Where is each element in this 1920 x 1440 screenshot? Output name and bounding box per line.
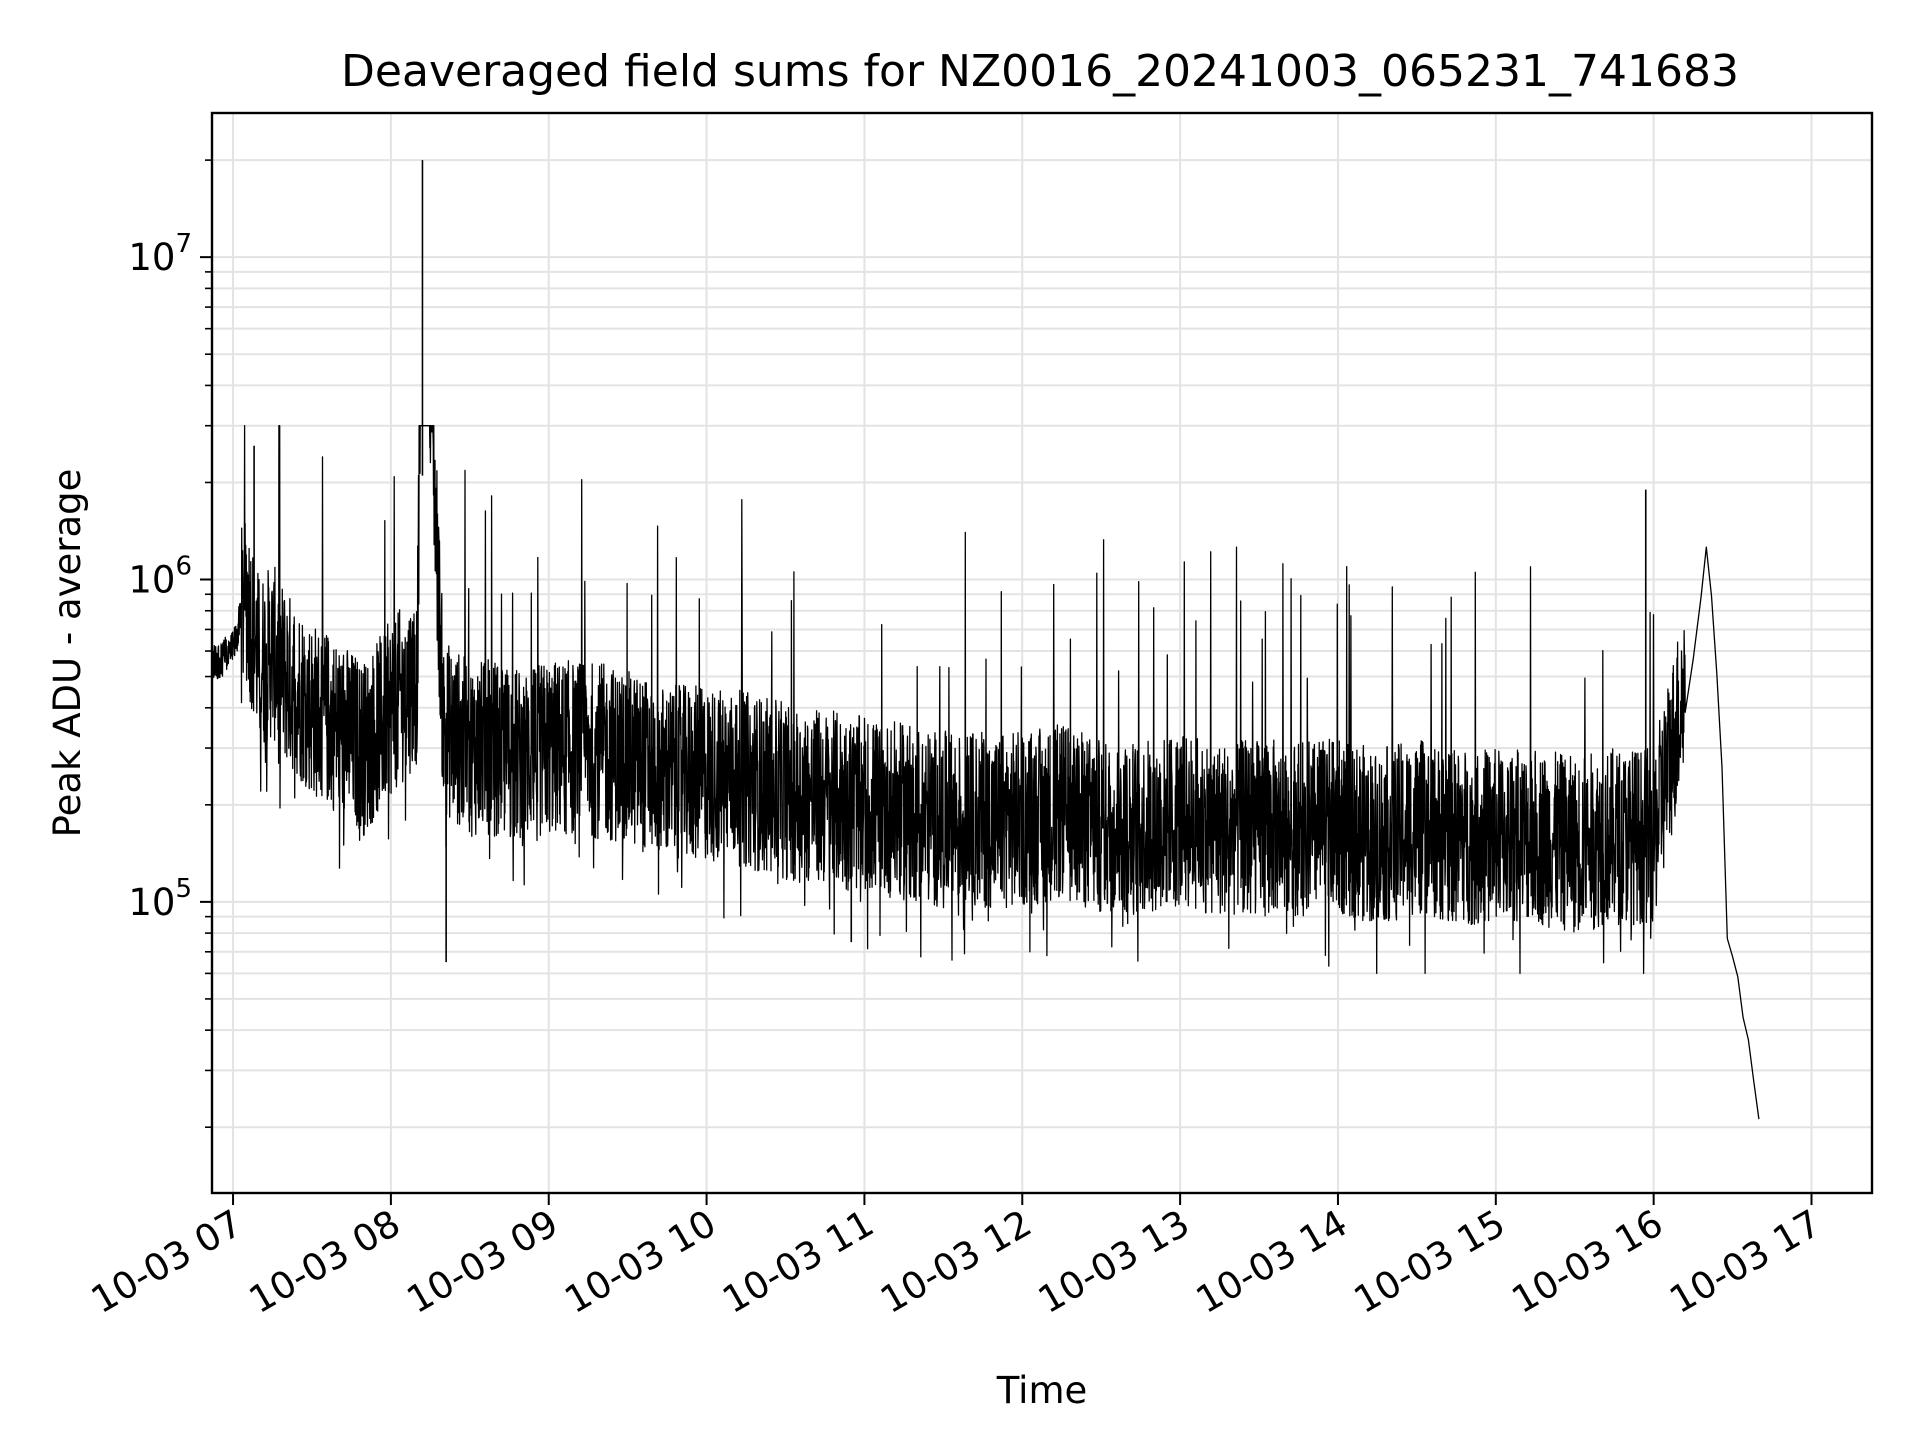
y-axis-label: Peak ADU - average bbox=[46, 469, 89, 838]
series-line bbox=[211, 160, 1760, 1120]
plot-frame bbox=[210, 111, 1874, 1195]
x-axis-label: Time bbox=[996, 1369, 1088, 1412]
series-path bbox=[211, 425, 1760, 1120]
y-tick-label: 106 bbox=[128, 552, 192, 602]
chart-title: Deaveraged field sums for NZ0016_2024100… bbox=[341, 46, 1739, 97]
y-tick-label: 107 bbox=[128, 229, 192, 279]
y-axis: 105 106 107 bbox=[128, 159, 212, 1128]
y-tick-label: 105 bbox=[128, 874, 192, 924]
